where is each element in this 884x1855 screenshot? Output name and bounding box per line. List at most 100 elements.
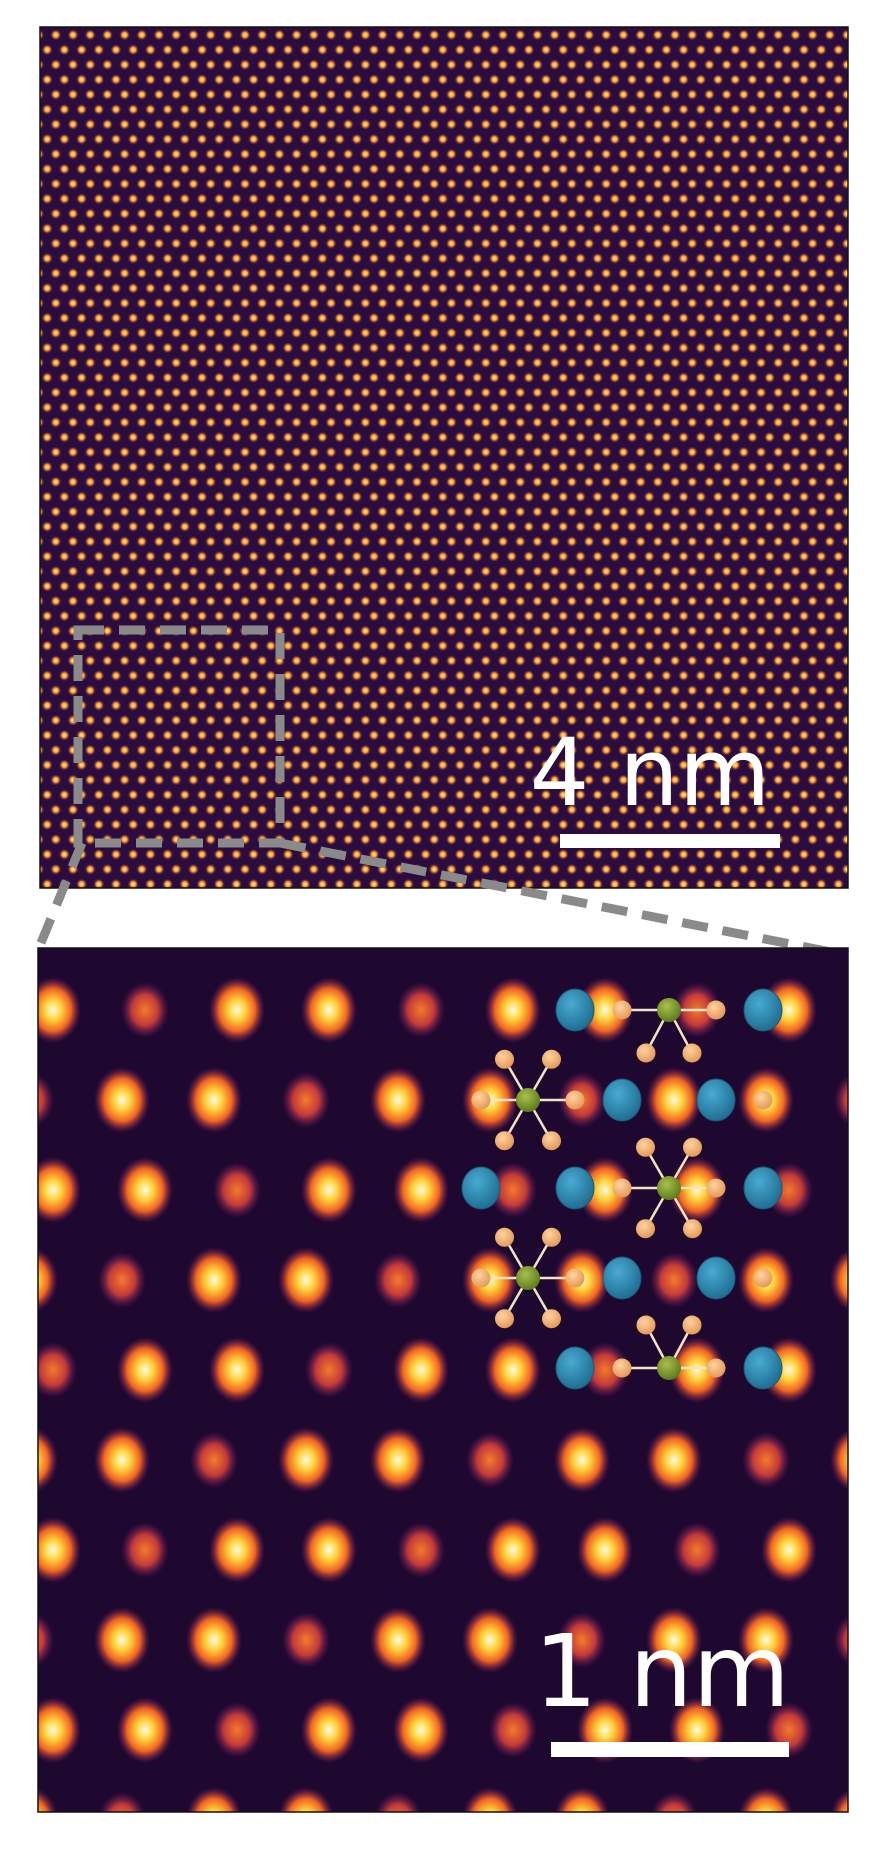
atom-column: [497, 327, 509, 339]
atom-column: [617, 625, 630, 637]
atom-column: [626, 580, 638, 592]
atom-column: [222, 178, 234, 190]
atom-column: [480, 863, 492, 875]
atom-column: [248, 401, 260, 413]
atom-column: [772, 744, 784, 756]
atom-column: [463, 446, 475, 458]
atom-column: [695, 252, 707, 264]
crystal-structure-overlay: [461, 988, 783, 1390]
left-connector-line: [31, 841, 87, 957]
atom-column: [437, 819, 449, 831]
atom-column: [807, 833, 819, 846]
atom-column: [772, 118, 784, 130]
atom-column: [850, 44, 861, 55]
bright-atom-column: [301, 1157, 357, 1223]
atom-column: [67, 595, 79, 607]
atom-column: [635, 804, 647, 816]
atom-column: [429, 894, 440, 905]
atom-column: [40, 834, 45, 845]
atom-column: [351, 163, 363, 175]
atom-column: [445, 59, 457, 71]
atom-column: [738, 237, 750, 250]
atom-column: [76, 103, 88, 115]
atom-column: [308, 386, 320, 399]
atom-column: [368, 640, 380, 652]
atom-column: [549, 714, 561, 726]
atom-column: [291, 148, 303, 160]
atom-column: [42, 14, 53, 25]
atom-column: [712, 223, 724, 235]
atom-column: [282, 312, 294, 324]
atom-column: [764, 14, 775, 25]
atom-column: [127, 491, 139, 503]
atom-column: [566, 684, 578, 697]
atom-column: [153, 894, 164, 905]
atom-column: [626, 342, 638, 354]
atom-column: [514, 59, 526, 71]
atom-column: [110, 401, 122, 413]
atom-column: [196, 789, 208, 801]
atom-column: [308, 297, 320, 309]
atom-column: [600, 297, 612, 309]
atom-column: [617, 267, 630, 279]
atom-column: [239, 684, 251, 697]
bright-atom-column: [38, 1428, 58, 1492]
atom-column: [162, 759, 174, 771]
atom-column: [41, 133, 53, 145]
atom-column: [368, 401, 380, 413]
atom-column: [729, 44, 741, 56]
atom-column: [291, 237, 303, 250]
atom-column: [746, 789, 759, 801]
atom-column: [832, 848, 845, 861]
atom-column: [394, 804, 406, 816]
atom-column: [807, 208, 819, 220]
atom-column: [76, 491, 88, 503]
atom-column: [497, 148, 509, 160]
atom-column: [592, 223, 604, 235]
atom-column: [342, 118, 354, 130]
atom-column: [420, 372, 432, 384]
atom-column: [136, 655, 148, 667]
atom-column: [729, 610, 741, 622]
atom-column: [824, 476, 836, 488]
atom-column: [411, 774, 423, 786]
atom-column: [58, 580, 70, 592]
atom-column: [248, 550, 260, 563]
atom-column: [712, 670, 724, 682]
atom-column: [308, 416, 320, 428]
atom-column: [119, 476, 131, 488]
atom-column: [703, 506, 716, 518]
atom-column: [609, 372, 621, 384]
atom-column: [162, 461, 174, 473]
atom-column: [179, 550, 191, 563]
atom-column: [385, 461, 397, 473]
atom-column: [325, 357, 337, 369]
atom-column: [514, 625, 526, 637]
atom-column: [377, 506, 389, 518]
atom-column: [420, 848, 432, 861]
atom-column: [471, 819, 483, 831]
atom-column: [76, 223, 88, 235]
atom-column: [342, 208, 354, 220]
atom-column: [316, 74, 328, 86]
atom-column: [93, 282, 105, 294]
atom-column: [480, 744, 492, 756]
atom-column: [721, 59, 733, 71]
atom-column: [213, 729, 225, 741]
atom-column: [187, 655, 199, 667]
atom-column: [686, 476, 698, 488]
atom-column: [497, 476, 509, 488]
bright-atom-column: [646, 1067, 702, 1133]
atom-column: [394, 118, 406, 130]
atom-column: [712, 401, 724, 413]
atom-column: [815, 819, 827, 831]
atom-column: [239, 357, 251, 369]
atom-column: [506, 74, 518, 86]
atom-column: [248, 342, 260, 354]
atom-column: [308, 565, 320, 577]
atom-column: [497, 744, 509, 756]
atom-column: [222, 894, 233, 905]
atom-column: [815, 223, 827, 235]
atom-column: [41, 580, 53, 592]
atom-column: [110, 133, 122, 145]
